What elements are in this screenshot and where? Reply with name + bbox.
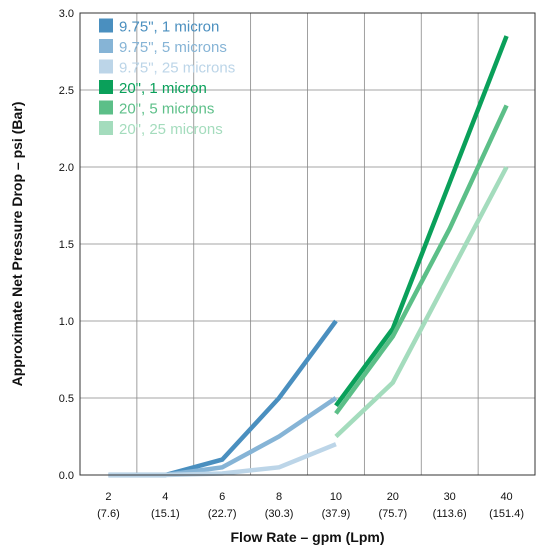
legend-label: 9.75", 5 microns [119, 39, 227, 56]
x-tick-label: 6 [219, 491, 225, 503]
x-tick-label-secondary: (113.6) [433, 508, 467, 520]
series-line-6 [334, 165, 509, 439]
grid [80, 13, 535, 475]
x-tick-label-secondary: (22.7) [208, 508, 237, 520]
x-tick-label-secondary: (7.6) [97, 508, 120, 520]
x-tick-label: 8 [276, 491, 282, 503]
y-tick-label: 0.0 [59, 470, 74, 482]
x-tick-label-secondary: (15.1) [151, 508, 180, 520]
y-tick-label: 3.0 [59, 8, 74, 20]
legend-swatch [99, 100, 113, 115]
y-tick-label: 2.5 [59, 85, 74, 97]
series-line-5 [334, 104, 509, 415]
y-tick-label: 2.0 [59, 162, 74, 174]
legend-label: 20", 1 micron [119, 80, 207, 97]
y-tick-label: 1.0 [59, 316, 74, 328]
x-tick-labels: 2 (7.6) 4 (15.1) 6 (22.7) 8 (30.3) 10 (37.9) 20 (75… [97, 491, 524, 520]
x-tick-label-secondary: (30.3) [265, 508, 294, 520]
x-tick-label-secondary: (151.4) [489, 508, 524, 520]
x-tick-label-secondary: (75.7) [378, 508, 407, 520]
series-line-4 [334, 35, 509, 408]
y-tick-labels: 0.0 0.5 1.0 1.5 2.0 2.5 3.0 [59, 8, 74, 482]
x-tick-label: 30 [444, 491, 456, 503]
y-tick-label: 0.5 [59, 393, 74, 405]
legend-swatch [99, 59, 113, 74]
legend: 9.75", 1 micron 9.75", 5 microns 9.75", 25… [99, 18, 235, 138]
y-axis-title: Approximate Net Pressure Drop – psi (Bar… [9, 102, 25, 387]
legend-label: 20", 5 microns [119, 101, 214, 118]
legend-swatch [99, 18, 113, 33]
x-tick-label: 40 [500, 491, 512, 503]
legend-swatch [99, 121, 113, 135]
x-tick-label: 20 [387, 491, 399, 503]
legend-swatch [99, 80, 113, 94]
x-tick-label-secondary: (37.9) [322, 508, 351, 520]
legend-label: 9.75", 25 microns [119, 60, 235, 77]
plot-frame [79, 12, 536, 476]
legend-label: 20", 25 microns [119, 121, 223, 138]
legend-label: 9.75", 1 micron [119, 19, 219, 36]
x-tick-label: 2 [105, 491, 111, 503]
y-tick-label: 1.5 [59, 239, 74, 251]
x-axis-title: Flow Rate – gpm (Lpm) [231, 529, 385, 545]
x-tick-label: 4 [162, 491, 168, 503]
legend-swatch [99, 39, 113, 53]
x-tick-label: 10 [330, 491, 342, 503]
